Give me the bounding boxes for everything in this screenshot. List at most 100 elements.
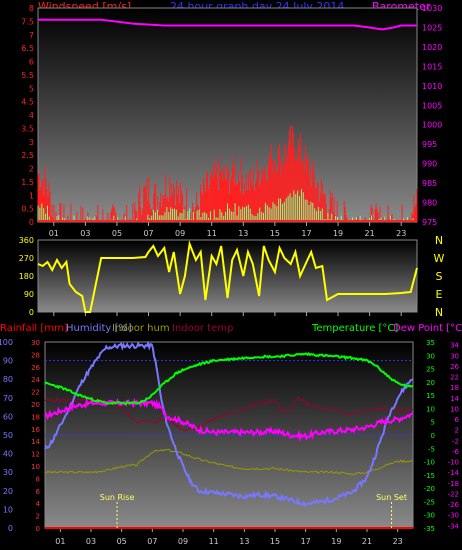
x-tick-label: 17 — [301, 229, 311, 238]
y-right-tick-label: 995 — [422, 140, 437, 149]
humidity-tick-label: 20 — [3, 487, 13, 496]
temp-tick-label: -15 — [424, 472, 435, 480]
sunrise-label: Sun Rise — [100, 493, 135, 502]
humidity-tick-label: 90 — [3, 357, 13, 366]
dew-tick-label: -34 — [448, 522, 460, 530]
rain-tick-label: 16 — [31, 426, 40, 434]
y-left-tick-label: 5 — [29, 84, 34, 93]
temp-tick-label: 10 — [426, 405, 435, 413]
temp-tick-label: 35 — [426, 339, 435, 347]
legend-6: Dew Point [°C] — [393, 323, 462, 334]
x-tick-label: 05 — [112, 229, 122, 238]
temp-tick-label: 15 — [426, 392, 435, 400]
y-tick-label: 270 — [19, 254, 34, 263]
humidity-line — [44, 340, 414, 507]
rain-tick-label: 22 — [31, 389, 40, 397]
y-left-tick-label: 7 — [29, 31, 34, 40]
x-tick-label: 03 — [86, 537, 96, 546]
x-tick-label: 09 — [175, 229, 185, 238]
x-tick-label: 17 — [301, 537, 311, 546]
humidity-tick-label: 100 — [0, 338, 13, 347]
dew-tick-label: -26 — [448, 501, 460, 509]
dew-tick-label: 10 — [450, 405, 459, 413]
humidity-tick-label: 60 — [3, 412, 13, 421]
rain-tick-label: 8 — [36, 475, 40, 483]
humidity-tick-label: 0 — [8, 524, 13, 533]
rain-tick-label: 20 — [31, 401, 40, 409]
temperature-line — [44, 352, 414, 406]
y-right-tick-label: 985 — [422, 179, 437, 188]
humidity-tick-label: 10 — [3, 505, 13, 514]
y-left-tick-label: 2 — [29, 165, 34, 174]
rain-tick-label: 6 — [36, 488, 41, 496]
x-tick-label: 13 — [239, 537, 249, 546]
y-right-tick-label: 1015 — [422, 62, 442, 71]
x-tick-label: 03 — [80, 229, 90, 238]
dew-tick-label: 14 — [450, 395, 459, 403]
compass-label: N — [435, 306, 443, 319]
y-right-tick-label: 1030 — [422, 4, 442, 13]
dew-tick-label: 30 — [450, 352, 459, 360]
humidity-tick-label: 40 — [3, 450, 13, 459]
y-tick-label: 360 — [19, 236, 34, 245]
rain-tick-label: 24 — [31, 376, 40, 384]
dew-tick-label: -18 — [448, 480, 459, 488]
temp-tick-label: -25 — [424, 498, 435, 506]
temp-tick-label: -30 — [424, 512, 435, 520]
legend-5: Temperature [°C] — [311, 323, 398, 334]
legend-4: Indoor temp — [172, 323, 233, 334]
dew-tick-label: -30 — [448, 512, 459, 520]
indoor-humidity-line — [44, 448, 414, 476]
compass-label: S — [436, 270, 443, 283]
y-left-tick-label: 4.5 — [21, 98, 34, 107]
rain-tick-label: 18 — [31, 413, 40, 421]
y-left-tick-label: 8 — [29, 4, 34, 13]
x-tick-label: 23 — [393, 537, 403, 546]
legend-1: Rainfall [mm] — [0, 323, 68, 334]
y-left-tick-label: 1 — [29, 191, 34, 200]
dew-tick-label: -2 — [452, 437, 459, 445]
temp-tick-label: 0 — [431, 432, 435, 440]
y-right-tick-label: 990 — [422, 160, 437, 169]
x-tick-label: 05 — [117, 537, 127, 546]
dew-tick-label: 18 — [450, 384, 459, 392]
y-left-tick-label: 1.5 — [21, 178, 34, 187]
x-tick-label: 15 — [270, 229, 280, 238]
y-tick-label: 180 — [19, 272, 34, 281]
y-right-tick-label: 1025 — [422, 23, 442, 32]
y-left-tick-label: 4 — [29, 111, 34, 120]
y-right-tick-label: 1020 — [422, 43, 442, 52]
compass-label: N — [435, 234, 443, 247]
rain-tick-label: 0 — [36, 525, 40, 533]
rain-tick-label: 26 — [31, 364, 40, 372]
x-tick-label: 19 — [331, 537, 341, 546]
x-tick-label: 13 — [238, 229, 248, 238]
rain-tick-label: 2 — [36, 513, 40, 521]
y-right-tick-label: 975 — [422, 218, 437, 227]
y-left-tick-label: 2.5 — [21, 151, 34, 160]
x-tick-label: 11 — [207, 229, 217, 238]
compass-label: E — [436, 288, 443, 301]
rain-tick-label: 14 — [31, 438, 40, 446]
temp-tick-label: -35 — [424, 525, 435, 533]
y-left-tick-label: 0.5 — [21, 205, 34, 214]
y-left-tick-label: 7.5 — [21, 17, 34, 26]
plot-area — [37, 239, 418, 313]
compass-label: W — [434, 252, 445, 265]
rain-tick-label: 10 — [31, 463, 40, 471]
barometer-line — [38, 18, 417, 31]
rain-tick-label: 12 — [31, 451, 40, 459]
y-tick-label: 90 — [24, 290, 34, 299]
y-left-tick-label: 3.5 — [21, 124, 34, 133]
x-tick-label: 07 — [143, 229, 153, 238]
dew-tick-label: -22 — [448, 490, 459, 498]
x-tick-label: 09 — [178, 537, 188, 546]
y-right-tick-label: 1000 — [422, 121, 442, 130]
temp-tick-label: -20 — [424, 485, 435, 493]
wind-direction-line — [37, 240, 418, 313]
rain-tick-label: 28 — [31, 351, 40, 359]
humidity-tick-label: 50 — [3, 431, 13, 440]
